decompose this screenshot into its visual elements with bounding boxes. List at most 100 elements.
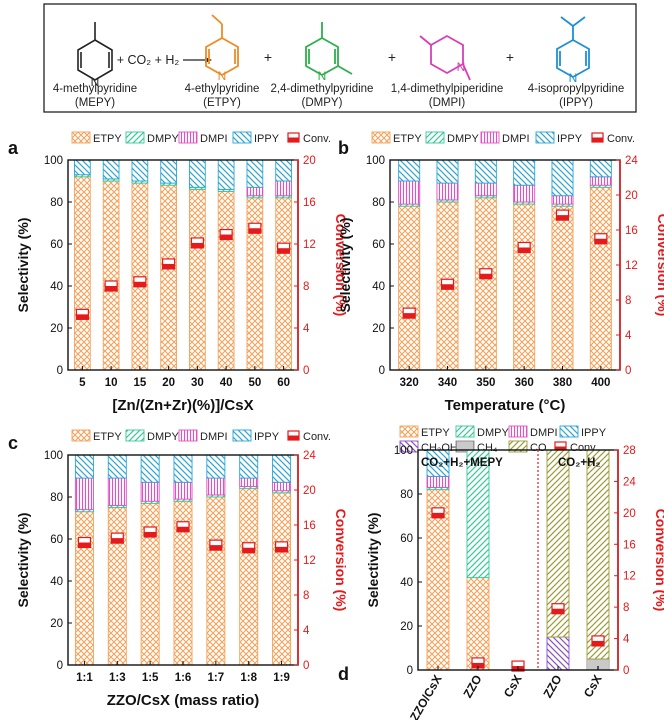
y-tick-label: 100 (44, 155, 63, 167)
conv-marker-60-fill (277, 248, 290, 254)
bar-etpy-30 (189, 188, 206, 371)
chart-panels: a ETPY DMPY DMPI IPPY Conv.020406080100048121… (8, 131, 664, 720)
conv-marker-360-fill (518, 247, 531, 253)
bars (426, 449, 610, 671)
etpy-structure (205, 14, 239, 77)
legend-label-ippy: IPPY (254, 133, 280, 145)
legend-label-dmpi: DMPI (200, 431, 228, 443)
y-tick-label: 20 (50, 618, 63, 630)
bar-etpy-17 (206, 496, 226, 666)
bar-dmpi-320 (398, 180, 421, 205)
y-axis-title: Selectivity (%) (15, 513, 31, 608)
x-tick-label: 40 (220, 377, 233, 389)
y2-tick-label: 0 (623, 665, 629, 677)
y-tick-label: 100 (366, 155, 385, 167)
y2-axis-title: Conversion (%) (655, 214, 664, 317)
bar-etpy-ZZO (466, 577, 490, 671)
dmpi-abbr: (DMPI) (429, 97, 466, 109)
x-tick-label: CsX (501, 673, 525, 700)
y-tick-label: 80 (50, 492, 63, 504)
bar-ippy-15 (140, 454, 160, 483)
scheme-reagents: + CO₂ + H₂ (117, 53, 180, 67)
y-tick-label: 80 (372, 197, 385, 209)
mepy-n-atom: N (91, 75, 100, 89)
bar-etpy-400 (589, 186, 612, 371)
legend-swatch-co (508, 440, 528, 453)
conv-marker-ZZO-fill (472, 662, 484, 668)
y2-tick-label: 4 (625, 330, 632, 342)
y2-tick-label: 8 (303, 590, 309, 602)
legend-swatch-dmpi (178, 429, 198, 442)
y2-tick-label: 28 (623, 445, 636, 457)
bar-ippy-400 (589, 159, 612, 178)
legend: ETPY DMPY DMPI IPPY Conv. (71, 429, 331, 443)
bar-dmpi-19 (272, 481, 292, 492)
y2-tick-label: 20 (625, 190, 638, 202)
panel-label-b: b (338, 138, 349, 158)
conv-marker-20-fill (162, 263, 175, 269)
x-tick-label: 380 (553, 377, 572, 389)
dmpi-structure (419, 34, 471, 81)
bar-ippy-340 (436, 159, 459, 184)
legend-label-conv.: Conv. (303, 431, 331, 443)
legend-label-conv.: Conv. (303, 133, 331, 145)
bar-etpy-60 (275, 197, 292, 371)
y2-tick-label: 4 (303, 625, 310, 637)
legend-swatch-etpy (399, 425, 419, 438)
legend-swatch-ippy (559, 425, 579, 438)
legend-swatch-conv-fill (288, 137, 299, 142)
bar-ippy-360 (513, 159, 536, 186)
y2-tick-label: 8 (303, 281, 309, 293)
y2-tick-label: 24 (625, 155, 638, 167)
bar-dmpi-ZZOCsX (426, 475, 450, 488)
y2-tick-label: 4 (303, 323, 310, 335)
conv-marker-15-fill (133, 281, 146, 287)
bars (74, 159, 292, 371)
conv-marker-15-fill (144, 532, 157, 537)
conv-marker-CsX-fill (592, 640, 604, 646)
ippy-name: 4-isopropylpyridine (528, 83, 625, 95)
conv-marker-30-fill (191, 242, 204, 248)
bar-ippy-380 (551, 159, 574, 197)
bar-ippy-16 (173, 454, 193, 483)
x-tick-label: 15 (133, 377, 146, 389)
legend-swatch-dmpy (125, 131, 145, 144)
bar-dmpi-16 (173, 481, 193, 500)
dmpy-structure (305, 22, 353, 77)
legend-label-ippy: IPPY (581, 427, 607, 439)
x-tick-label: 360 (515, 377, 534, 389)
y2-tick-label: 16 (625, 225, 638, 237)
legend-swatch-etpy (71, 131, 91, 144)
panel-label-d: d (338, 664, 349, 684)
bar-dmpi-18 (239, 477, 259, 487)
y-tick-label: 0 (407, 665, 413, 677)
conv-marker-340-fill (441, 284, 454, 290)
bar-etpy-350 (474, 197, 497, 371)
plus-sign: + (506, 49, 514, 65)
legend: ETPY DMPY DMPI IPPY Conv. (71, 131, 331, 145)
bar-dmpi-400 (589, 176, 612, 186)
y2-tick-label: 0 (625, 365, 631, 377)
bar-ippy-10 (102, 159, 120, 180)
y2-tick-label: 12 (303, 239, 316, 251)
y-tick-label: 80 (50, 197, 63, 209)
y-tick-label: 100 (394, 445, 413, 457)
bar-ippy-60 (275, 159, 292, 182)
conv-marker-50-fill (248, 228, 261, 234)
bar-ippy-30 (189, 159, 206, 188)
bar-etpy-11 (74, 511, 94, 666)
y2-axis-title: Conversion (%) (333, 214, 349, 317)
bar-etpy-20 (160, 184, 177, 371)
mepy-name: 4-methylpyridine (53, 83, 137, 95)
legend-swatch-ch4 (455, 440, 475, 453)
y-tick-label: 60 (50, 239, 63, 251)
x-tick-label: 1:8 (240, 672, 257, 684)
legend-label-etpy: ETPY (93, 431, 122, 443)
y2-tick-label: 12 (303, 555, 316, 567)
x-tick-label: 50 (248, 377, 261, 389)
plus-sign: + (388, 49, 396, 65)
y-axis-title: Selectivity (%) (337, 218, 353, 313)
bar-ippy-350 (474, 159, 497, 184)
bar-dmpi-15 (140, 481, 160, 502)
